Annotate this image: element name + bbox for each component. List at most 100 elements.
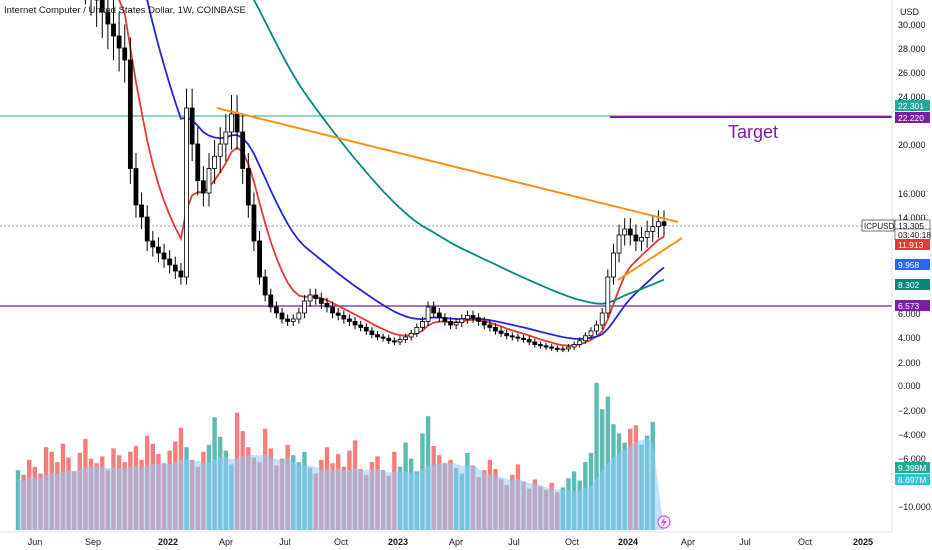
candle-body (594, 324, 599, 332)
target-label: Target (728, 122, 778, 142)
price-tick-label: 26.000 (898, 68, 926, 78)
ema-slow-line (252, 0, 665, 305)
price-tick-label: 0.000 (898, 381, 921, 391)
candle-body (245, 168, 251, 206)
candle-body (622, 228, 628, 236)
candle-body (459, 318, 465, 323)
chart-title: Internet Computer / United States Dollar… (4, 5, 246, 16)
volume-badge-bg (895, 462, 930, 473)
volume-bar (600, 409, 605, 530)
candle-body (257, 240, 262, 278)
candle-body (403, 336, 409, 340)
countdown-badge: 03:40:18 (894, 228, 931, 241)
candle-body (150, 240, 156, 248)
candle-body (464, 314, 470, 320)
candle-body (189, 107, 195, 145)
candle-body (133, 168, 139, 206)
candle-body (521, 337, 526, 340)
candle-body (290, 318, 296, 322)
price-tick-label: 2.000 (898, 358, 921, 368)
candle-body (184, 107, 189, 278)
candle-body (470, 314, 476, 319)
ema-slow-badge-bg (895, 279, 930, 290)
price-tick-label: 14.000 (898, 213, 926, 223)
candle-body (627, 228, 633, 236)
candle-body (324, 302, 330, 308)
price-tick-label: 24.000 (898, 92, 926, 102)
candle-body (307, 294, 313, 302)
candle-body (99, 0, 105, 13)
price-tick-label: −10.000 (898, 502, 931, 512)
support-line-price-badge: 6.573 (895, 300, 930, 311)
ema-mid-line (145, 0, 665, 340)
time-axis-label: Jul (508, 537, 520, 547)
candle-body (498, 330, 504, 334)
candle-body (504, 332, 510, 337)
target-line-price-badge-text: 22.220 (898, 113, 924, 123)
candle-body (661, 221, 667, 226)
price-tick-label: −2.000 (898, 406, 926, 416)
candle-body (582, 335, 588, 342)
candle-body (330, 306, 335, 314)
price-axis-bg (892, 0, 932, 550)
time-axis-label: Jun (28, 537, 43, 547)
candle-body (431, 306, 437, 314)
candle-body (195, 143, 201, 182)
candle-body (515, 336, 521, 339)
time-axis-labels: Jun Sep 2022 Apr Jul Oct 2023 Apr Jul Oct 2024 Apr J… (28, 537, 873, 547)
ema-fast-badge: 11.913 (895, 239, 930, 250)
candle-body (526, 339, 532, 343)
candle-body (234, 113, 240, 133)
candle-body (279, 312, 285, 320)
candle-body (391, 340, 397, 343)
candlesticks (84, 0, 667, 353)
candle-body (487, 324, 493, 328)
trend-lines (216, 107, 683, 281)
candle-body (414, 326, 420, 334)
volume-ma-badge-text: 8.697M (898, 475, 926, 485)
candle-body (268, 294, 274, 308)
support-line-price-badge-bg (895, 300, 930, 311)
candle-body (172, 264, 178, 272)
candle-body (296, 312, 302, 320)
last-price-badge-text: 13.305 (898, 221, 924, 231)
candle-body (566, 346, 571, 350)
candle-body (543, 345, 549, 348)
candle-body (302, 300, 307, 314)
candle-body (436, 312, 442, 319)
candle-body (313, 294, 319, 299)
candle-body (363, 326, 369, 332)
ema-mid-badge: 9.958 (895, 259, 930, 270)
candle-body (493, 326, 498, 332)
time-axis-label: Apr (449, 537, 463, 547)
candle-body (554, 347, 560, 350)
candle-body (285, 318, 291, 322)
target-line-price-badge-bg (895, 112, 930, 123)
candle-body (509, 335, 515, 338)
candle-body (448, 320, 453, 326)
candle-body (605, 276, 611, 314)
candle-body (588, 330, 594, 337)
price-tick-label: 4.000 (898, 333, 921, 343)
lightning-icon[interactable] (657, 515, 671, 529)
ema-fast-badge-text: 11.913 (898, 240, 924, 250)
symbol-badge-bg (861, 219, 895, 232)
candle-body (347, 318, 352, 322)
ema-fast-badge-bg (895, 239, 930, 250)
time-axis-label: Jul (739, 537, 751, 547)
time-axis-label: 2025 (853, 537, 873, 547)
time-axis-label: Jul (279, 537, 291, 547)
candle-body (380, 336, 386, 339)
countdown-badge-text: 03:40:18 (898, 230, 931, 240)
candle-body (318, 298, 324, 304)
candle-body (425, 306, 431, 322)
candle-body (616, 234, 622, 254)
price-tick-label: −6.000 (898, 454, 926, 464)
candle-body (251, 204, 257, 242)
symbol-badge: ICPUSD (861, 219, 895, 232)
candle-body (111, 23, 116, 37)
price-tick-label: 20.000 (898, 140, 926, 150)
candle-body (397, 339, 403, 343)
candle-body (481, 320, 487, 326)
